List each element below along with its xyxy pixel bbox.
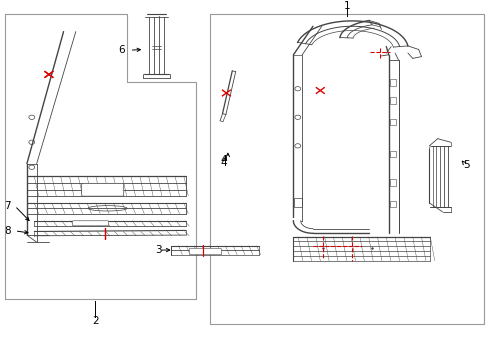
Bar — [389, 151, 395, 157]
Text: 6: 6 — [118, 45, 124, 55]
Bar — [389, 97, 395, 104]
Bar — [389, 179, 395, 186]
Text: 4: 4 — [220, 158, 227, 168]
Bar — [389, 201, 395, 207]
FancyBboxPatch shape — [72, 221, 108, 226]
Bar — [294, 198, 302, 207]
Polygon shape — [5, 14, 195, 299]
Text: 7: 7 — [4, 201, 11, 211]
Text: 1: 1 — [343, 1, 350, 10]
Text: 8: 8 — [4, 226, 11, 236]
FancyBboxPatch shape — [189, 248, 221, 255]
Bar — [210, 14, 483, 324]
Text: 4: 4 — [220, 155, 227, 165]
Bar — [389, 80, 395, 86]
Bar — [389, 119, 395, 125]
Text: 3: 3 — [154, 245, 161, 255]
Text: 2: 2 — [92, 316, 99, 327]
Text: 5: 5 — [462, 161, 469, 171]
FancyBboxPatch shape — [81, 183, 123, 196]
